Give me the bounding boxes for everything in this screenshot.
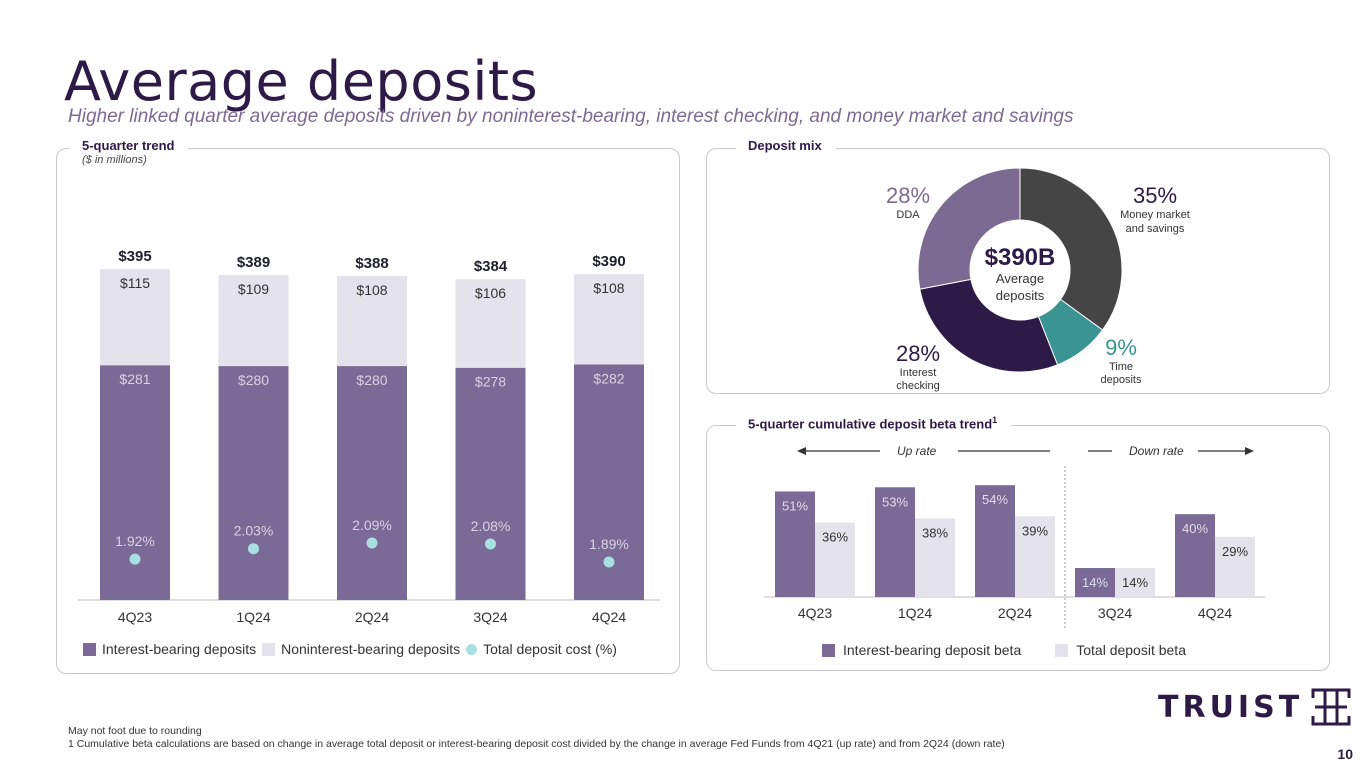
truist-logo-text: TRUIST xyxy=(1158,689,1304,725)
truist-logo-mark-icon xyxy=(1311,688,1352,726)
page-title: Average deposits xyxy=(64,50,539,113)
footnote-beta: 1 Cumulative beta calculations are based… xyxy=(68,738,1005,750)
legend-total-beta: Total deposit beta xyxy=(1055,642,1186,658)
truist-logo: TRUIST xyxy=(1158,688,1352,726)
trend-panel-title: 5-quarter trend xyxy=(70,138,189,153)
legend-cost-label: Total deposit cost (%) xyxy=(483,641,617,657)
legend-total-beta-label: Total deposit beta xyxy=(1076,642,1186,658)
trend-units-label: ($ in millions) xyxy=(82,154,147,166)
mix-panel-title: Deposit mix xyxy=(736,138,836,153)
legend-ib-beta: Interest-bearing deposit beta xyxy=(822,642,1021,658)
trend-panel xyxy=(56,148,680,674)
legend-dot-cost xyxy=(466,643,478,655)
beta-panel-title-sup: 1 xyxy=(992,415,998,425)
beta-panel xyxy=(706,425,1330,671)
beta-legend: Interest-bearing deposit beta Total depo… xyxy=(822,642,1192,658)
legend-ib-beta-label: Interest-bearing deposit beta xyxy=(843,642,1022,658)
legend-noninterest-bearing: Noninterest-bearing deposits xyxy=(262,641,460,657)
mix-panel xyxy=(706,148,1330,394)
legend-swatch-noninterest-bearing xyxy=(262,642,276,656)
legend-cost: Total deposit cost (%) xyxy=(466,641,617,657)
legend-interest-bearing-label: Interest-bearing deposits xyxy=(102,641,257,657)
down-rate-label: Down rate xyxy=(1129,444,1184,458)
legend-noninterest-bearing-label: Noninterest-bearing deposits xyxy=(281,641,461,657)
up-rate-label: Up rate xyxy=(897,444,937,458)
legend-swatch-ib-beta xyxy=(822,643,835,657)
trend-legend: Interest-bearing deposits Noninterest-be… xyxy=(83,641,623,657)
footnote-rounding: May not foot due to rounding xyxy=(68,725,202,737)
beta-panel-title: 5-quarter cumulative deposit beta trend1 xyxy=(736,415,1012,432)
page-subtitle: Higher linked quarter average deposits d… xyxy=(68,106,1074,127)
beta-panel-title-text: 5-quarter cumulative deposit beta trend xyxy=(748,416,993,432)
legend-swatch-total-beta xyxy=(1055,643,1069,657)
page-number: 10 xyxy=(1337,746,1353,762)
legend-interest-bearing: Interest-bearing deposits xyxy=(83,641,256,657)
legend-swatch-interest-bearing xyxy=(83,642,96,656)
